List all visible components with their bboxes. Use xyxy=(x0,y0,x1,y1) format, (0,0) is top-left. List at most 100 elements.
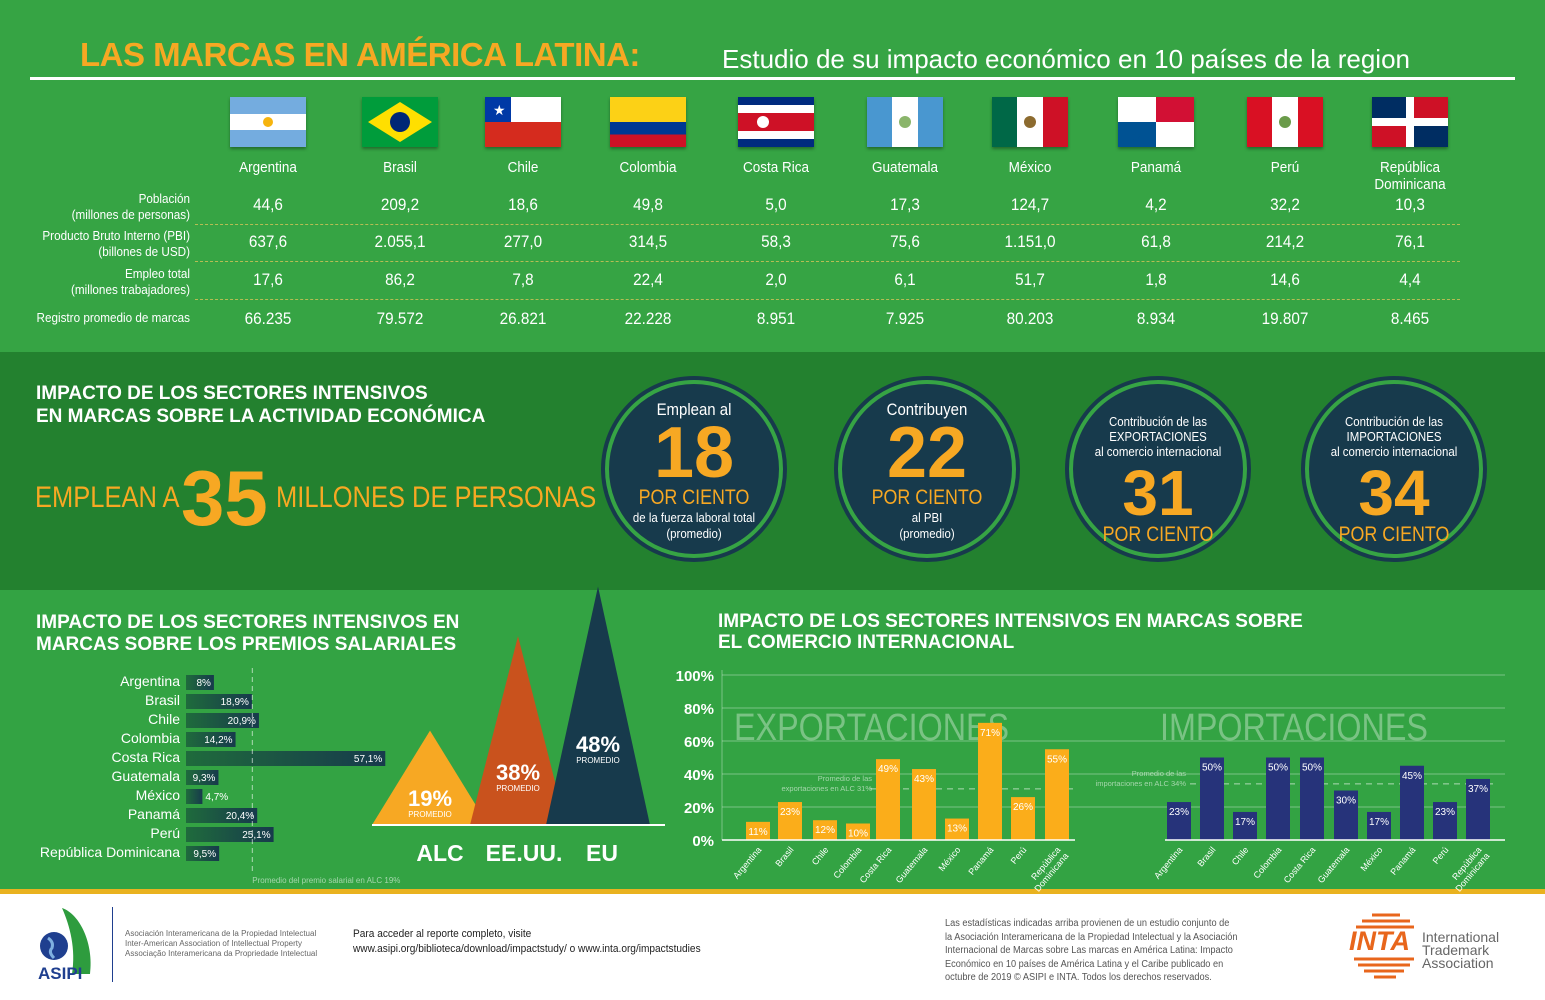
trade-heading-line2: EL COMERCIO INTERNACIONAL xyxy=(718,632,1015,653)
row-label: Registro promedio de marcas xyxy=(19,310,190,326)
impact-heading-line1: IMPACTO DE LOS SECTORES INTENSIVOS xyxy=(36,383,428,404)
flag-república-dominicana-icon xyxy=(1372,97,1448,147)
table-cell: 277,0 xyxy=(503,232,543,251)
report-links[interactable]: www.asipi.org/biblioteca/download/impact… xyxy=(353,943,701,955)
circle-note: al PBI xyxy=(911,510,943,525)
y-tick-label: 100% xyxy=(676,668,714,685)
table-cell: 18,6 xyxy=(508,195,538,214)
stat-circle: Contribuyen 22 POR CIENTO al PBI (promedio) xyxy=(838,380,1016,558)
trade-bar xyxy=(1400,765,1424,840)
wage-bar xyxy=(186,694,252,709)
bar-value-label: 8% xyxy=(196,678,211,689)
employ-suffix: MILLONES DE PERSONAS xyxy=(275,481,597,514)
bar-value-label: 14,2% xyxy=(204,735,232,746)
inta-name-line: International xyxy=(1422,929,1500,945)
table-cell: 17,3 xyxy=(890,195,920,214)
table-cell: 7,8 xyxy=(512,270,534,289)
table-cell: 314,5 xyxy=(628,232,668,251)
bar-value-label: 43% xyxy=(914,774,934,785)
asipi-logo xyxy=(40,908,91,974)
trade-bar xyxy=(1466,778,1490,840)
x-category-label: Panamá xyxy=(966,845,995,877)
stat-circle: Emplean al 18 POR CIENTO de la fuerza labor… xyxy=(605,380,783,558)
circle-number: 18 xyxy=(653,413,735,493)
table-cell: 2.055,1 xyxy=(374,232,426,251)
row-label-sub: (millones de personas) xyxy=(71,207,190,222)
bar-category-label: Colombia xyxy=(121,730,180,746)
x-category-label: México xyxy=(1359,845,1385,873)
circle-number: 31 xyxy=(1122,457,1194,529)
row-divider xyxy=(195,299,1460,300)
wage-bar xyxy=(186,732,236,747)
triangle-value: 38% xyxy=(496,760,540,785)
table-cell: 6,1 xyxy=(894,270,916,289)
table-cell: 66.235 xyxy=(244,309,292,328)
wage-bar xyxy=(186,770,219,785)
flag-argentina-icon xyxy=(230,97,306,147)
bar-value-label: 13% xyxy=(947,824,967,835)
trade-bar xyxy=(1011,797,1035,840)
table-cell: 2,0 xyxy=(765,270,787,289)
bar-value-label: 18,9% xyxy=(221,697,249,708)
bar-value-label: 23% xyxy=(1169,807,1189,818)
bar-category-label: Chile xyxy=(148,711,180,727)
disclaimer-line: Económico en 10 países de América Latina… xyxy=(945,958,1224,970)
flag-panamá-icon: ★ ★ xyxy=(1118,97,1194,147)
bar-category-label: Perú xyxy=(150,825,180,841)
x-category-label: Perú xyxy=(1009,845,1029,866)
triangle-value: 48% xyxy=(576,732,620,757)
table-cell: 8.951 xyxy=(756,309,796,328)
bar-value-label: 9,5% xyxy=(193,849,216,860)
wage-bar xyxy=(186,675,214,690)
table-cell: 86,2 xyxy=(385,270,415,289)
circle-number: 22 xyxy=(886,413,968,493)
country-name: Chile xyxy=(507,159,539,176)
trade-bar xyxy=(746,821,770,840)
circle-note: de la fuerza laboral total xyxy=(632,510,756,525)
imports-title: IMPORTACIONES xyxy=(1160,707,1428,749)
circle-unit: POR CIENTO xyxy=(1338,523,1450,546)
bar-value-label: 71% xyxy=(980,728,1000,739)
wage-bar xyxy=(186,713,259,728)
divider xyxy=(0,889,1545,894)
wage-heading-line2: MARCAS SOBRE LOS PREMIOS SALARIALES xyxy=(36,634,457,655)
x-category-label: Colombia xyxy=(1251,845,1283,881)
bar-value-label: 20,9% xyxy=(228,716,256,727)
trade-bar xyxy=(876,759,900,840)
table-cell: 214,2 xyxy=(1265,232,1305,251)
circle-unit: POR CIENTO xyxy=(638,486,750,509)
x-category-label: Colombia xyxy=(831,845,863,881)
bar-value-label: 49% xyxy=(878,764,898,775)
trade-bar xyxy=(778,802,802,840)
circle-caption: Contribución de las xyxy=(1345,414,1443,429)
table-cell: 22,4 xyxy=(633,270,663,289)
x-category-label: Guatemala xyxy=(1316,845,1352,885)
trade-bar xyxy=(1334,790,1358,840)
country-data-section xyxy=(0,0,1545,352)
x-category-label: Guatemala xyxy=(894,845,930,885)
disclaimer: Las estadísticas indicadas arriba provie… xyxy=(945,917,1263,985)
inta-name-line: Association xyxy=(1422,955,1494,971)
circle-note: (promedio) xyxy=(899,526,955,541)
x-category-label: Brasil xyxy=(773,845,795,869)
table-cell: 44,6 xyxy=(253,195,283,214)
trade-bar xyxy=(1200,757,1224,840)
trade-bar xyxy=(1045,749,1069,840)
circle-caption: al comercio internacional xyxy=(1330,444,1458,459)
bar-category-label: Argentina xyxy=(120,673,180,689)
x-category-label: Chile xyxy=(810,845,831,867)
reference-label: Promedio de las xyxy=(1132,769,1186,778)
table-cell: 209,2 xyxy=(380,195,420,214)
circle-caption: Contribuyen xyxy=(886,400,968,419)
bar-value-label: 50% xyxy=(1268,763,1288,774)
country-name: México xyxy=(1008,159,1052,176)
trade-bar xyxy=(912,769,936,840)
table-cell: 61,8 xyxy=(1141,232,1171,251)
table-cell: 10,3 xyxy=(1395,195,1425,214)
trade-bar xyxy=(1233,811,1257,840)
wage-bar xyxy=(186,827,274,842)
circle-caption: Contribución de las xyxy=(1109,414,1207,429)
table-cell: 58,3 xyxy=(761,232,791,251)
divider xyxy=(112,907,113,982)
row-label-main: Población xyxy=(138,191,190,206)
